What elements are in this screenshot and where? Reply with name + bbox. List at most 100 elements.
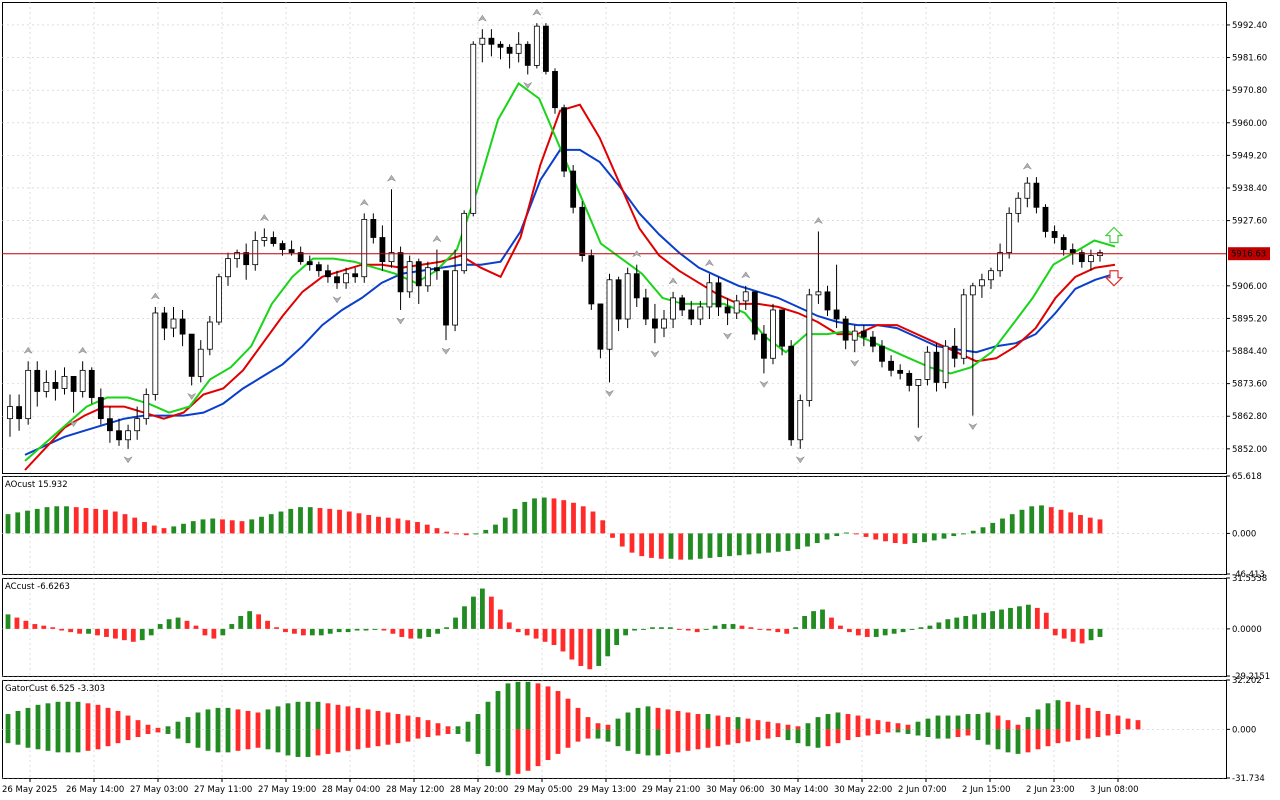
candle-bull xyxy=(979,279,985,287)
fractal-up-icon xyxy=(813,217,824,225)
candle-bear xyxy=(97,397,104,420)
candle-bear xyxy=(1042,206,1049,232)
histogram-bar xyxy=(346,511,352,534)
candle-bear xyxy=(34,369,41,392)
candle xyxy=(661,309,667,338)
histogram-bar xyxy=(385,517,391,534)
histogram-bar xyxy=(435,628,441,634)
histogram-bar xyxy=(175,617,181,629)
histogram-bar xyxy=(345,628,351,633)
histogram-bar xyxy=(139,628,145,641)
gator-lower-bar xyxy=(465,729,471,742)
histogram-bar xyxy=(354,628,360,631)
gator-lower-bar xyxy=(695,729,701,750)
gator-lower-bar xyxy=(1045,729,1051,747)
candle xyxy=(642,288,649,326)
histogram-bar xyxy=(309,628,315,636)
candle xyxy=(742,285,749,310)
sell-arrow-icon xyxy=(1104,270,1124,287)
gator-lower-bar xyxy=(575,729,581,742)
histogram-bar xyxy=(239,521,245,534)
gator-upper-bar xyxy=(1015,724,1021,730)
gator-upper-bar xyxy=(615,718,621,730)
histogram-bar xyxy=(93,508,99,534)
histogram-bar xyxy=(1068,512,1074,534)
gator-lower-bar xyxy=(855,729,861,738)
candle-bull xyxy=(170,318,177,329)
gator-upper-bar xyxy=(965,714,971,730)
histogram-bar xyxy=(610,533,615,538)
gator-lower-bar xyxy=(15,729,21,745)
histogram-bar xyxy=(1039,505,1044,534)
gator-lower-bar xyxy=(65,729,71,753)
candle xyxy=(261,228,268,247)
gator-lower-bar xyxy=(595,729,601,739)
gator-lower-bar xyxy=(375,729,381,747)
candle-bull xyxy=(261,237,268,241)
candle xyxy=(361,213,368,283)
histogram-bar xyxy=(44,507,50,534)
histogram-bar xyxy=(918,627,924,629)
candle-bull xyxy=(225,258,231,278)
gator-axis: 32.202 0.000 -31.734 xyxy=(1226,676,1265,784)
candle xyxy=(388,189,395,268)
gator-lower-bar xyxy=(615,729,621,747)
candle-bull xyxy=(915,379,922,386)
candle xyxy=(315,261,322,277)
candle xyxy=(697,300,704,326)
gator-lower-bar xyxy=(395,729,401,744)
histogram-bar xyxy=(395,518,401,534)
histogram-bar xyxy=(676,628,682,630)
histogram-bar xyxy=(727,533,732,557)
histogram-bar xyxy=(936,622,942,629)
histogram-bar xyxy=(259,516,264,534)
gator-lower-bar xyxy=(285,729,291,756)
main-grid xyxy=(2,2,1226,473)
histogram-bar xyxy=(5,614,11,629)
candle xyxy=(670,291,676,329)
gator-upper-bar xyxy=(645,706,651,730)
histogram-bar xyxy=(166,619,172,629)
gator-lower-bar xyxy=(795,729,801,744)
histogram-bar xyxy=(1029,506,1035,534)
candle-bull xyxy=(1024,182,1031,199)
gator-upper-bar xyxy=(665,709,671,730)
candle xyxy=(788,340,795,446)
candle-bull xyxy=(706,282,713,308)
candle-bear xyxy=(397,252,404,293)
histogram-bar xyxy=(50,627,56,629)
histogram-bar xyxy=(337,509,342,534)
gator-lower-bar xyxy=(845,729,851,741)
candle-bull xyxy=(606,279,613,350)
gator-upper-bar xyxy=(535,683,541,730)
candle xyxy=(1015,192,1022,223)
gator-upper-bar xyxy=(335,704,341,730)
histogram-bar xyxy=(945,619,951,629)
fractal-down-icon xyxy=(123,456,133,464)
gator-lower-bar xyxy=(245,729,251,750)
candle-bear xyxy=(870,336,876,347)
gator-upper-bar xyxy=(285,703,291,730)
gator-upper-bar xyxy=(875,720,881,730)
histogram-bar xyxy=(132,517,138,534)
gator-lower-bar xyxy=(485,729,491,767)
candle-bear xyxy=(951,345,958,359)
histogram-bar xyxy=(1000,518,1005,534)
histogram-bar xyxy=(1043,612,1049,629)
candle xyxy=(197,340,204,383)
candle xyxy=(652,303,658,344)
histogram-bar xyxy=(641,628,646,630)
gator-lower-bar xyxy=(975,729,981,741)
gator-upper-bar xyxy=(1085,707,1091,730)
histogram-bar xyxy=(121,628,127,641)
gator-upper-bar xyxy=(675,710,681,730)
gator-lower-bar xyxy=(765,729,771,739)
histogram-bar xyxy=(1097,628,1103,637)
candle xyxy=(452,249,458,332)
gator-lower-bar xyxy=(125,729,131,741)
histogram-bar xyxy=(1017,606,1022,629)
price-tick-label: 5884.40 xyxy=(1232,347,1267,357)
gator-upper-bar xyxy=(315,701,321,730)
histogram-bar xyxy=(502,517,508,534)
